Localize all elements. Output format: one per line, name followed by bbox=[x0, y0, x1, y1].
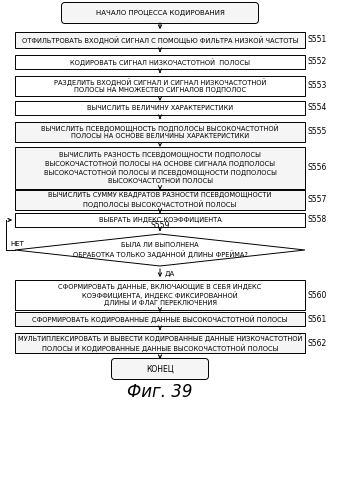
Text: СФОРМИРОВАТЬ ДАННЫЕ, ВКЛЮЧАЮЩИЕ В СЕБЯ ИНДЕКС
КОЭФФИЦИЕНТА, ИНДЕКС ФИКСИРОВАННОЙ: СФОРМИРОВАТЬ ДАННЫЕ, ВКЛЮЧАЮЩИЕ В СЕБЯ И… bbox=[58, 284, 262, 306]
FancyBboxPatch shape bbox=[61, 2, 259, 24]
Text: МУЛЬТИПЛЕКСИРОВАТЬ И ВЫВЕСТИ КОДИРОВАННЫЕ ДАННЫЕ НИЗКОЧАСТОТНОЙ
ПОЛОСЫ И КОДИРОВ: МУЛЬТИПЛЕКСИРОВАТЬ И ВЫВЕСТИ КОДИРОВАННЫ… bbox=[18, 334, 302, 351]
Text: КОДИРОВАТЬ СИГНАЛ НИЗКОЧАСТОТНОЙ  ПОЛОСЫ: КОДИРОВАТЬ СИГНАЛ НИЗКОЧАСТОТНОЙ ПОЛОСЫ bbox=[70, 58, 250, 66]
Text: Фиг. 39: Фиг. 39 bbox=[127, 383, 193, 401]
FancyBboxPatch shape bbox=[15, 213, 305, 227]
Text: ВЫБРАТЬ ИНДЕКС КОЭФФИЦИЕНТА: ВЫБРАТЬ ИНДЕКС КОЭФФИЦИЕНТА bbox=[99, 217, 221, 223]
Text: S560: S560 bbox=[308, 290, 327, 300]
FancyBboxPatch shape bbox=[15, 312, 305, 326]
FancyBboxPatch shape bbox=[15, 32, 305, 48]
FancyBboxPatch shape bbox=[15, 333, 305, 353]
Text: ДА: ДА bbox=[165, 271, 175, 277]
Text: ВЫЧИСЛИТЬ ВЕЛИЧИНУ ХАРАКТЕРИСТИКИ: ВЫЧИСЛИТЬ ВЕЛИЧИНУ ХАРАКТЕРИСТИКИ bbox=[87, 105, 233, 111]
Text: S554: S554 bbox=[308, 104, 327, 112]
Text: S557: S557 bbox=[308, 196, 327, 204]
Text: S556: S556 bbox=[308, 164, 327, 172]
Text: ВЫЧИСЛИТЬ СУММУ КВАДРАТОВ РАЗНОСТИ ПСЕВДОМОЩНОСТИ
ПОДПОЛОСЫ ВЫСОКОЧАСТОТНОЙ ПОЛО: ВЫЧИСЛИТЬ СУММУ КВАДРАТОВ РАЗНОСТИ ПСЕВД… bbox=[48, 192, 272, 208]
Text: S555: S555 bbox=[308, 128, 327, 136]
FancyBboxPatch shape bbox=[15, 76, 305, 96]
Text: S553: S553 bbox=[308, 82, 327, 90]
FancyBboxPatch shape bbox=[15, 280, 305, 310]
FancyBboxPatch shape bbox=[15, 190, 305, 210]
Text: РАЗДЕЛИТЬ ВХОДНОЙ СИГНАЛ И СИГНАЛ НИЗКОЧАСТОТНОЙ
ПОЛОСЫ НА МНОЖЕСТВО СИГНАЛОВ ПО: РАЗДЕЛИТЬ ВХОДНОЙ СИГНАЛ И СИГНАЛ НИЗКОЧ… bbox=[54, 78, 266, 94]
Text: S559: S559 bbox=[150, 221, 170, 230]
FancyBboxPatch shape bbox=[15, 122, 305, 142]
Polygon shape bbox=[15, 234, 305, 266]
FancyBboxPatch shape bbox=[111, 358, 208, 380]
Text: НАЧАЛО ПРОЦЕССА КОДИРОВАНИЯ: НАЧАЛО ПРОЦЕССА КОДИРОВАНИЯ bbox=[96, 10, 224, 16]
Text: БЫЛА ЛИ ВЫПОЛНЕНА
ОБРАБОТКА ТОЛЬКО ЗАДАННОЙ ДЛИНЫ ФРЕЙМА?: БЫЛА ЛИ ВЫПОЛНЕНА ОБРАБОТКА ТОЛЬКО ЗАДАН… bbox=[73, 242, 247, 258]
Text: СФОРМИРОВАТЬ КОДИРОВАННЫЕ ДАННЫЕ ВЫСОКОЧАСТОТНОЙ ПОЛОСЫ: СФОРМИРОВАТЬ КОДИРОВАННЫЕ ДАННЫЕ ВЫСОКОЧ… bbox=[32, 315, 288, 323]
Text: S562: S562 bbox=[308, 338, 327, 347]
FancyBboxPatch shape bbox=[15, 55, 305, 69]
Text: S561: S561 bbox=[308, 314, 327, 324]
Text: КОНЕЦ: КОНЕЦ bbox=[146, 364, 174, 374]
FancyBboxPatch shape bbox=[15, 101, 305, 115]
Text: S551: S551 bbox=[308, 36, 327, 44]
Text: ОТФИЛЬТРОВАТЬ ВХОДНОЙ СИГНАЛ С ПОМОЩЬЮ ФИЛЬТРА НИЗКОЙ ЧАСТОТЫ: ОТФИЛЬТРОВАТЬ ВХОДНОЙ СИГНАЛ С ПОМОЩЬЮ Ф… bbox=[22, 36, 298, 44]
Text: ВЫЧИСЛИТЬ РАЗНОСТЬ ПСЕВДОМОЩНОСТИ ПОДПОЛОСЫ
ВЫСОКОЧАСТОТНОЙ ПОЛОСЫ НА ОСНОВЕ СИГ: ВЫЧИСЛИТЬ РАЗНОСТЬ ПСЕВДОМОЩНОСТИ ПОДПОЛ… bbox=[44, 152, 276, 184]
FancyBboxPatch shape bbox=[15, 147, 305, 189]
Text: S552: S552 bbox=[308, 58, 327, 66]
Text: S558: S558 bbox=[308, 216, 327, 224]
Text: НЕТ: НЕТ bbox=[10, 241, 24, 247]
Text: ВЫЧИСЛИТЬ ПСЕВДОМОЩНОСТЬ ПОДПОЛОСЫ ВЫСОКОЧАСТОТНОЙ
ПОЛОСЫ НА ОСНОВЕ ВЕЛИЧИНЫ ХАР: ВЫЧИСЛИТЬ ПСЕВДОМОЩНОСТЬ ПОДПОЛОСЫ ВЫСОК… bbox=[41, 124, 279, 140]
